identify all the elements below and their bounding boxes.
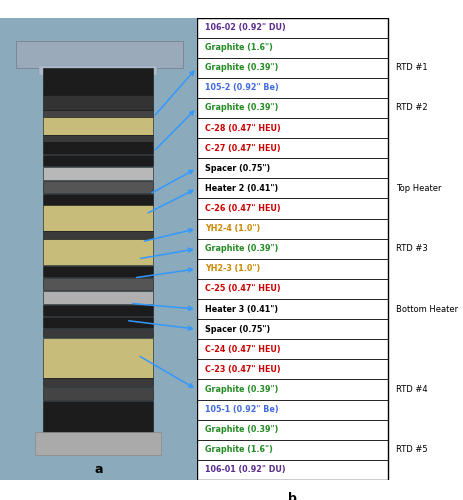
Bar	[35, 432, 162, 454]
Text: RTD #1: RTD #1	[396, 64, 428, 72]
Bar	[197, 18, 388, 480]
Bar	[44, 231, 154, 238]
Text: YH2-4 (1.0"): YH2-4 (1.0")	[205, 224, 260, 233]
Bar	[44, 110, 154, 117]
Text: 106-02 (0.92" DU): 106-02 (0.92" DU)	[205, 23, 286, 32]
Text: C-28 (0.47" HEU): C-28 (0.47" HEU)	[205, 124, 281, 132]
Text: Bottom Heater: Bottom Heater	[396, 304, 458, 314]
Bar	[44, 142, 154, 154]
Bar	[44, 117, 154, 136]
Bar	[39, 66, 157, 76]
Bar	[44, 181, 154, 193]
Text: Top Heater: Top Heater	[396, 184, 442, 193]
Text: RTD #3: RTD #3	[396, 244, 428, 253]
Text: b: b	[288, 492, 297, 500]
Bar	[44, 329, 154, 336]
Bar	[44, 194, 154, 205]
Bar	[44, 136, 154, 142]
Text: Graphite (0.39"): Graphite (0.39")	[205, 104, 278, 112]
Text: YH2-3 (1.0"): YH2-3 (1.0")	[205, 264, 260, 274]
Text: C-25 (0.47" HEU): C-25 (0.47" HEU)	[205, 284, 281, 294]
Text: 105-2 (0.92" Be): 105-2 (0.92" Be)	[205, 84, 279, 92]
Text: C-23 (0.47" HEU): C-23 (0.47" HEU)	[205, 365, 281, 374]
Bar	[44, 378, 154, 386]
Bar	[44, 240, 154, 266]
Text: C-26 (0.47" HEU): C-26 (0.47" HEU)	[205, 204, 281, 213]
Text: C-27 (0.47" HEU): C-27 (0.47" HEU)	[205, 144, 281, 152]
Text: C-24 (0.47" HEU): C-24 (0.47" HEU)	[205, 345, 281, 354]
Text: Spacer (0.75"): Spacer (0.75")	[205, 164, 270, 173]
Bar	[44, 305, 154, 316]
Bar	[44, 266, 154, 278]
Bar	[44, 317, 154, 328]
Text: 105-1 (0.92" Be): 105-1 (0.92" Be)	[205, 405, 278, 414]
Bar	[44, 168, 154, 180]
Text: RTD #5: RTD #5	[396, 446, 428, 454]
Bar	[44, 206, 154, 231]
Text: Graphite (0.39"): Graphite (0.39")	[205, 385, 278, 394]
Text: Graphite (0.39"): Graphite (0.39")	[205, 425, 278, 434]
Bar	[44, 95, 154, 110]
Bar	[44, 292, 154, 304]
Text: Heater 3 (0.41"): Heater 3 (0.41")	[205, 304, 278, 314]
Bar	[44, 386, 154, 400]
Bar	[44, 402, 154, 434]
Bar	[44, 278, 154, 290]
Text: a: a	[94, 464, 103, 476]
Bar	[44, 68, 154, 95]
Text: Graphite (1.6"): Graphite (1.6")	[205, 43, 273, 52]
Text: 106-01 (0.92" DU): 106-01 (0.92" DU)	[205, 466, 285, 474]
Text: Graphite (1.6"): Graphite (1.6")	[205, 446, 273, 454]
Text: Heater 2 (0.41"): Heater 2 (0.41")	[205, 184, 278, 193]
Text: RTD #4: RTD #4	[396, 385, 428, 394]
Bar	[44, 338, 154, 378]
Bar	[16, 40, 183, 68]
Bar	[44, 155, 154, 166]
Text: Spacer (0.75"): Spacer (0.75")	[205, 324, 270, 334]
Text: Graphite (0.39"): Graphite (0.39")	[205, 244, 278, 253]
Text: RTD #2: RTD #2	[396, 104, 428, 112]
Text: Graphite (0.39"): Graphite (0.39")	[205, 64, 278, 72]
